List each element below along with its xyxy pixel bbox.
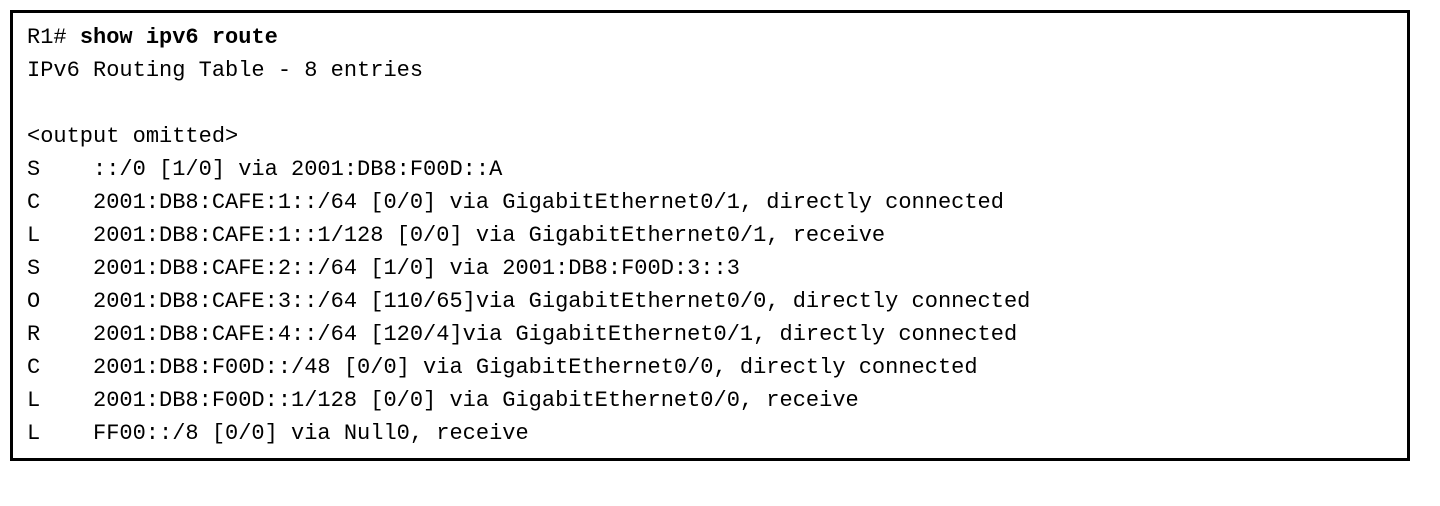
route-entry: O2001:DB8:CAFE:3::/64 [110/65]via Gigabi… — [27, 285, 1393, 318]
command-text: show ipv6 route — [80, 25, 278, 50]
route-detail: 2001:DB8:F00D::/48 [0/0] via GigabitEthe… — [93, 351, 978, 384]
route-entry: C2001:DB8:F00D::/48 [0/0] via GigabitEth… — [27, 351, 1393, 384]
route-code: C — [27, 351, 93, 384]
route-code: O — [27, 285, 93, 318]
route-detail: ::/0 [1/0] via 2001:DB8:F00D::A — [93, 153, 502, 186]
route-code: L — [27, 417, 93, 450]
route-entry: L2001:DB8:F00D::1/128 [0/0] via GigabitE… — [27, 384, 1393, 417]
route-detail: 2001:DB8:CAFE:3::/64 [110/65]via Gigabit… — [93, 285, 1030, 318]
route-code: L — [27, 219, 93, 252]
route-entry: C2001:DB8:CAFE:1::/64 [0/0] via GigabitE… — [27, 186, 1393, 219]
route-detail: FF00::/8 [0/0] via Null0, receive — [93, 417, 529, 450]
route-detail: 2001:DB8:CAFE:4::/64 [120/4]via GigabitE… — [93, 318, 1017, 351]
route-code: C — [27, 186, 93, 219]
route-code: L — [27, 384, 93, 417]
route-code: S — [27, 153, 93, 186]
route-detail: 2001:DB8:CAFE:1::/64 [0/0] via GigabitEt… — [93, 186, 1004, 219]
route-detail: 2001:DB8:F00D::1/128 [0/0] via GigabitEt… — [93, 384, 859, 417]
route-detail: 2001:DB8:CAFE:1::1/128 [0/0] via Gigabit… — [93, 219, 885, 252]
router-prompt: R1# — [27, 25, 80, 50]
route-detail: 2001:DB8:CAFE:2::/64 [1/0] via 2001:DB8:… — [93, 252, 740, 285]
route-entry: L2001:DB8:CAFE:1::1/128 [0/0] via Gigabi… — [27, 219, 1393, 252]
route-entry: LFF00::/8 [0/0] via Null0, receive — [27, 417, 1393, 450]
route-code: R — [27, 318, 93, 351]
command-line: R1# show ipv6 route — [27, 21, 1393, 54]
route-code: S — [27, 252, 93, 285]
blank-line — [27, 87, 1393, 120]
route-entry: S2001:DB8:CAFE:2::/64 [1/0] via 2001:DB8… — [27, 252, 1393, 285]
route-entry: R2001:DB8:CAFE:4::/64 [120/4]via Gigabit… — [27, 318, 1393, 351]
route-list: S::/0 [1/0] via 2001:DB8:F00D::AC2001:DB… — [27, 153, 1393, 450]
terminal-output: R1# show ipv6 route IPv6 Routing Table -… — [10, 10, 1410, 461]
output-omitted: <output omitted> — [27, 120, 1393, 153]
routing-table-header: IPv6 Routing Table - 8 entries — [27, 54, 1393, 87]
route-entry: S::/0 [1/0] via 2001:DB8:F00D::A — [27, 153, 1393, 186]
